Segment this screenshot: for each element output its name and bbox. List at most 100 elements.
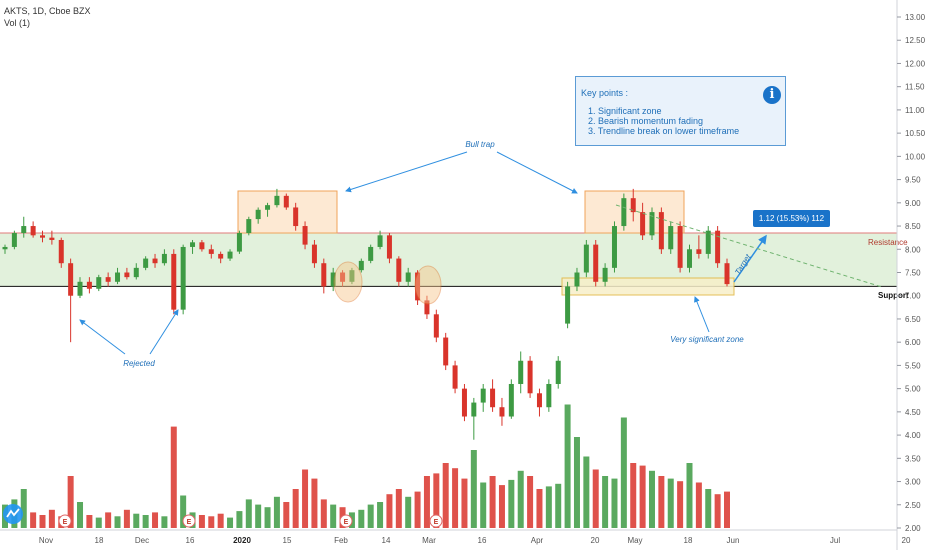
volume-bar [405, 496, 412, 528]
candle-body [686, 249, 692, 268]
candle-body [415, 272, 421, 301]
volume-bar [611, 478, 618, 528]
price-tick-label: 3.00 [905, 478, 921, 487]
volume-bar [180, 495, 187, 528]
price-tick-label: 13.00 [905, 13, 926, 22]
candle-body [255, 209, 261, 220]
volume-bar [498, 485, 505, 528]
candle-body [302, 226, 308, 245]
earnings-marker [182, 514, 196, 528]
candle-body [330, 272, 336, 287]
volume-bar [648, 470, 655, 528]
volume-bar [602, 476, 609, 528]
measure-label: 1.12 (15.53%) 112 [753, 210, 830, 227]
candle-body [368, 246, 374, 261]
volume-indicator-label: Vol (1) [4, 18, 31, 28]
bull-trap-arrow [345, 151, 468, 193]
price-tick-label: 6.50 [905, 315, 921, 324]
significant-zone-label: Very significant zone [670, 335, 744, 344]
candle-body [602, 267, 608, 282]
volume-bar [414, 491, 421, 528]
candle-body [58, 239, 64, 264]
key-points-title: Key points : [581, 88, 629, 98]
volume-bar [564, 404, 571, 528]
candle-body [86, 281, 92, 289]
key-points-box: Key points : 1. Significant zone 2. Bear… [575, 76, 786, 146]
price-tick-label: 12.00 [905, 59, 926, 68]
earnings-label: E [344, 519, 349, 526]
volume-bar [170, 426, 177, 528]
volume-bar [573, 437, 580, 528]
volume-bar [208, 516, 215, 528]
candle-body [527, 360, 533, 394]
volume-bar [302, 469, 309, 528]
candle-body [593, 244, 599, 282]
price-tick-label: 12.50 [905, 36, 926, 45]
volume-bar [527, 476, 534, 528]
volume-bar [695, 482, 702, 528]
volume-bar [39, 515, 46, 528]
candle-body [508, 383, 514, 417]
time-tick-label: 16 [186, 536, 195, 545]
candle-body [424, 300, 430, 315]
volume-bar [273, 496, 280, 528]
volume-bar [227, 517, 234, 528]
time-tick-label: Feb [334, 536, 348, 545]
time-tick-label: 2020 [233, 536, 251, 545]
rejected-label: Rejected [123, 359, 155, 368]
candle-body [396, 258, 402, 282]
time-axis[interactable]: Nov 18 Dec 16 2020 15 Feb 14 Mar 16 Apr 20 May 18 Jun J… [0, 529, 911, 545]
price-tick-label: 11.00 [905, 106, 925, 115]
time-tick-label: 20 [591, 536, 600, 545]
candle-body [471, 402, 477, 417]
volume-bar [620, 417, 627, 528]
candle-body [274, 195, 280, 206]
candle-body [349, 270, 355, 282]
price-tick-label: 5.50 [905, 361, 921, 370]
highlight-circle [414, 265, 442, 305]
volume-bar [95, 517, 102, 528]
volume-bar [311, 478, 318, 528]
price-tick-label: 9.00 [905, 199, 921, 208]
volume-bar [236, 511, 243, 528]
volume-bar [152, 512, 159, 528]
price-tick-label: 4.50 [905, 408, 921, 417]
candle-body [499, 407, 505, 417]
candle-body [227, 251, 233, 259]
target-arrow [733, 234, 767, 283]
volume-bar [198, 515, 205, 528]
info-icon: i [763, 86, 781, 104]
price-tick-label: 5.00 [905, 385, 921, 394]
volume-bar [658, 476, 665, 528]
candle-body [443, 337, 449, 366]
rejected-arrow [79, 319, 126, 355]
support-label: Support [878, 291, 909, 300]
volume-bar [377, 502, 384, 528]
candle-body [461, 388, 467, 417]
price-tick-label: 7.00 [905, 292, 921, 301]
volume-bar [452, 468, 459, 528]
price-tick-label: 10.00 [905, 152, 926, 161]
candle-body [621, 198, 627, 227]
resistance-support-zone [0, 233, 897, 287]
price-tick-label: 7.50 [905, 269, 921, 278]
significant-zone-box [561, 277, 735, 296]
volume-bar [255, 504, 262, 528]
volume-bar [433, 473, 440, 528]
price-tick-label: 2.00 [905, 524, 921, 533]
price-tick-label: 4.00 [905, 431, 921, 440]
volume-bar [592, 469, 599, 528]
candle-body [611, 226, 617, 268]
candle-body [236, 233, 242, 252]
price-axis[interactable]: 13.00 12.50 12.00 11.50 11.00 10.50 10.00 9.50 9… [896, 0, 926, 550]
time-tick-label: 16 [478, 536, 487, 545]
highlight-circle [333, 261, 363, 303]
candle-body [68, 263, 74, 296]
candle-body [340, 272, 346, 282]
volume-bar [480, 482, 487, 528]
volume-bar [161, 516, 168, 528]
candle-body [246, 219, 252, 234]
volume-bar [330, 504, 337, 528]
candle-body [190, 242, 196, 247]
